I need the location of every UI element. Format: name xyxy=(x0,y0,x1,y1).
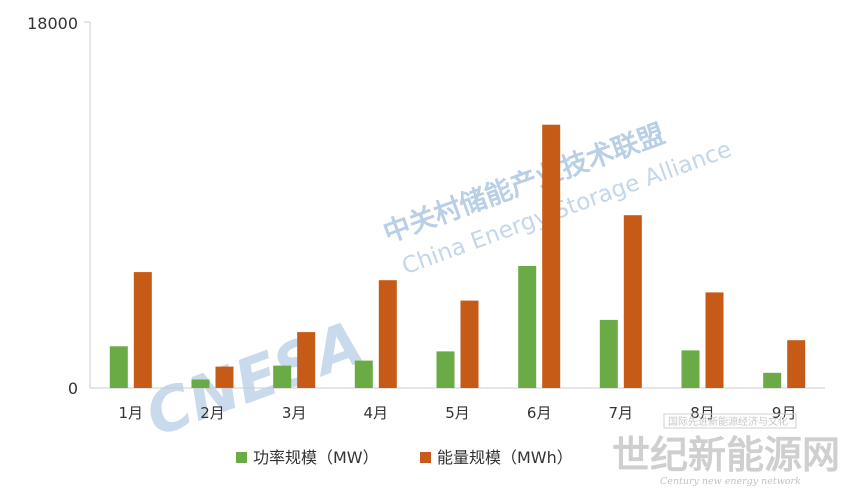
site-watermark-top: 国际先进新能源经济与文化 xyxy=(668,415,788,428)
bar-energy-2 xyxy=(215,366,234,388)
x-tick-label: 9月 xyxy=(772,404,797,422)
bar-power-3 xyxy=(273,365,292,388)
bar-energy-6 xyxy=(542,124,561,388)
legend-swatch-power xyxy=(236,452,247,463)
x-tick-label: 1月 xyxy=(119,404,144,422)
category-labels: 1月 2月 3月 4月 5月 6月 7月 8月 9月 xyxy=(119,404,797,422)
x-tick-label: 3月 xyxy=(282,404,307,422)
bar-power-8 xyxy=(681,350,700,388)
bars-group xyxy=(109,124,806,388)
x-tick-label: 7月 xyxy=(609,404,634,422)
x-tick-label: 5月 xyxy=(445,404,470,422)
cnesa-watermark-logo: CNESA xyxy=(137,308,372,451)
bar-energy-4 xyxy=(378,280,397,388)
bar-power-7 xyxy=(599,319,618,388)
legend: 功率规模（MW） 能量规模（MWh） xyxy=(236,448,573,467)
legend-label-energy: 能量规模（MWh） xyxy=(437,448,573,467)
site-watermark-cn: 世纪新能源网 xyxy=(612,433,840,477)
bar-energy-7 xyxy=(623,215,642,388)
bar-energy-5 xyxy=(460,300,479,388)
y-tick-label-zero: 0 xyxy=(68,379,78,398)
bar-energy-1 xyxy=(133,272,152,388)
x-tick-label: 8月 xyxy=(690,404,715,422)
bar-power-1 xyxy=(109,346,128,388)
cnesa-watermark: CNESA 中关村储能产业技术联盟 China Energy Storage A… xyxy=(137,118,735,451)
bar-power-6 xyxy=(518,266,537,388)
y-tick-label-max: 18000 xyxy=(27,14,78,33)
bar-power-2 xyxy=(191,379,210,388)
legend-label-power: 功率规模（MW） xyxy=(253,448,379,467)
site-watermark-top-box xyxy=(663,413,797,429)
x-tick-label: 4月 xyxy=(364,404,389,422)
bar-power-9 xyxy=(763,372,782,388)
x-tick-label: 2月 xyxy=(200,404,225,422)
bar-energy-3 xyxy=(297,332,316,388)
bar-power-4 xyxy=(354,360,373,388)
bar-energy-8 xyxy=(705,292,724,388)
bar-energy-9 xyxy=(787,340,806,388)
legend-swatch-energy xyxy=(420,452,431,463)
bar-power-5 xyxy=(436,351,455,388)
site-watermark-en: Century new energy network xyxy=(660,476,801,487)
site-watermark: 国际先进新能源经济与文化 世纪新能源网 Century new energy n… xyxy=(612,413,840,487)
x-tick-label: 6月 xyxy=(527,404,552,422)
